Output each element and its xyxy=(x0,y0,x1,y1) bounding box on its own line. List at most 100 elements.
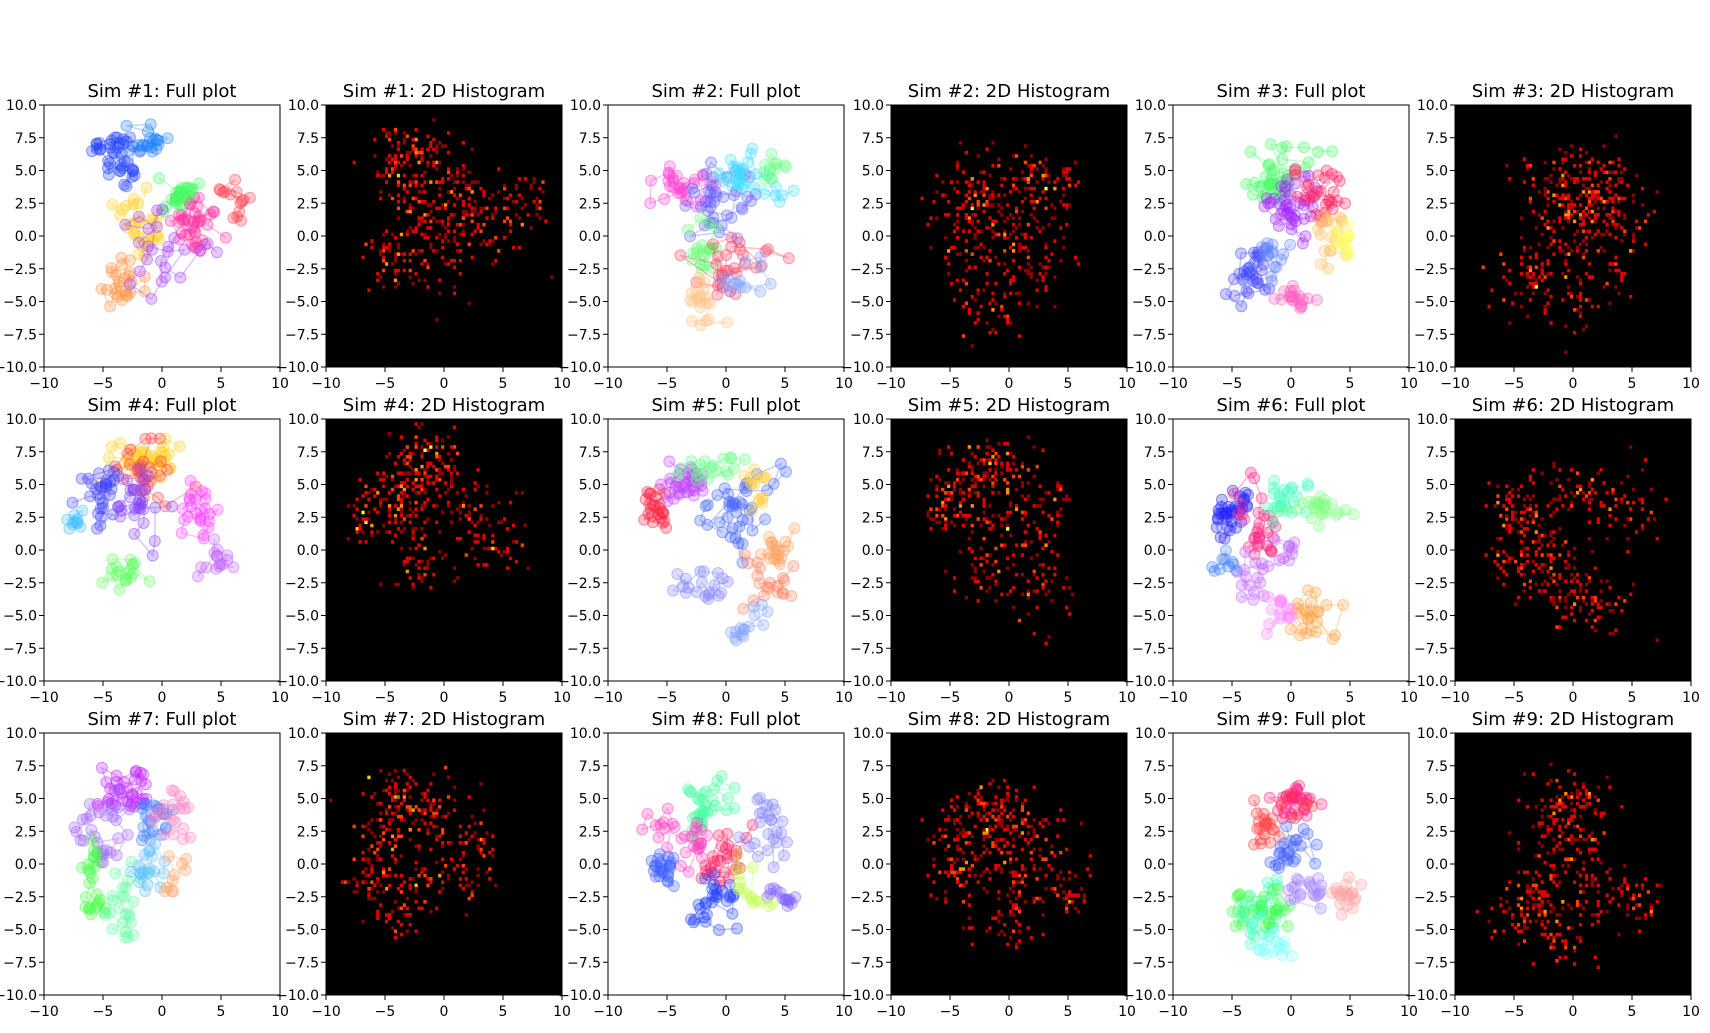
hist-bin xyxy=(1044,173,1048,178)
hist-bin xyxy=(399,491,403,495)
walk-point xyxy=(1246,268,1259,281)
hist-bin xyxy=(1011,222,1016,227)
hist-bin xyxy=(385,157,389,161)
walk-point xyxy=(160,808,173,821)
hist-bin xyxy=(1003,193,1007,197)
hist-bin xyxy=(1540,553,1544,557)
hist-bin xyxy=(1608,190,1612,194)
hist-bin xyxy=(1029,556,1033,561)
walk-point xyxy=(1304,611,1317,624)
hist-bin xyxy=(387,507,392,511)
walk-point xyxy=(738,887,751,900)
hist-bin xyxy=(1020,880,1025,884)
hist-bin xyxy=(1578,222,1583,227)
hist-bin xyxy=(408,275,412,279)
hist-bin xyxy=(932,880,936,884)
hist-bin xyxy=(1000,867,1004,871)
hist-bin xyxy=(979,229,983,234)
hist-bin xyxy=(1528,477,1532,482)
walk-point xyxy=(112,801,125,814)
walk-point xyxy=(102,155,115,168)
hist-bin xyxy=(1567,252,1571,256)
hist-bin xyxy=(1519,566,1524,570)
hist-bin xyxy=(982,827,986,832)
y-tick-label: 10.0 xyxy=(6,98,37,114)
hist-bin xyxy=(396,582,401,587)
hist-bin xyxy=(458,272,462,276)
hist-bin xyxy=(967,831,971,835)
hist-bin xyxy=(1511,527,1515,531)
hist-bin xyxy=(970,451,974,456)
y-tick-label: 5.0 xyxy=(15,164,37,180)
walk-point xyxy=(707,171,720,184)
walk-point xyxy=(111,141,124,154)
hist-bin xyxy=(1637,497,1642,502)
hist-bin xyxy=(408,203,412,207)
hist-bin xyxy=(1634,530,1639,534)
walk-point xyxy=(146,549,159,562)
hist-bin xyxy=(393,533,398,538)
walk-point xyxy=(1243,579,1256,592)
hist-bin xyxy=(503,206,507,211)
hist-bin xyxy=(1020,461,1025,466)
walk-point xyxy=(1264,543,1277,556)
walk-point xyxy=(143,845,156,858)
hist-bin xyxy=(1003,219,1007,224)
hist-bin xyxy=(950,281,954,286)
walk-point xyxy=(158,828,170,841)
hist-bin xyxy=(367,896,371,901)
hist-bin xyxy=(438,278,442,283)
hist-bin xyxy=(1599,196,1603,201)
hist-bin xyxy=(1578,484,1583,489)
walk-point xyxy=(677,177,690,189)
hist-bin xyxy=(370,795,374,799)
hist-bin xyxy=(411,778,415,783)
hist-bin xyxy=(402,913,406,917)
hist-bin xyxy=(1543,589,1547,593)
hist-bin xyxy=(387,160,392,165)
hist-bin xyxy=(1047,821,1051,825)
hist-bin xyxy=(1534,504,1538,508)
walk-point xyxy=(696,851,708,864)
hist-bin xyxy=(1634,226,1639,230)
y-tick-label: −5.0 xyxy=(567,295,601,311)
walk-point xyxy=(1268,292,1281,305)
hist-bin xyxy=(541,180,545,184)
walk-point xyxy=(152,233,165,246)
hist-bin xyxy=(994,559,998,564)
hist-bin xyxy=(503,550,507,554)
hist-bin xyxy=(938,448,942,453)
walk-point xyxy=(1263,177,1276,190)
walk-point xyxy=(782,540,794,553)
x-tick-label: 5 xyxy=(1346,376,1355,392)
hist-bin xyxy=(1017,301,1022,306)
hist-bin xyxy=(497,249,501,253)
walk-point xyxy=(123,266,136,279)
walk-point xyxy=(762,547,775,560)
walk-point xyxy=(94,481,107,493)
walk-point xyxy=(707,216,719,229)
hist-bin xyxy=(947,272,951,276)
walk-point xyxy=(1268,501,1281,514)
walk-point xyxy=(693,275,706,288)
hist-bin xyxy=(396,906,401,911)
hist-bin xyxy=(1578,291,1583,296)
x-tick-label: −5 xyxy=(1222,376,1243,392)
hist-bin xyxy=(985,831,989,835)
hist-bin xyxy=(420,507,424,511)
walk-point xyxy=(184,500,197,513)
walk-point xyxy=(85,833,98,846)
hist-bin xyxy=(1065,173,1069,178)
hist-bin xyxy=(1496,550,1500,554)
walk-point xyxy=(709,179,722,192)
hist-bin xyxy=(1552,239,1556,243)
hist-bin xyxy=(955,163,960,168)
walk-point xyxy=(1274,595,1286,607)
hist-bin xyxy=(941,500,945,505)
walk-point xyxy=(1284,210,1297,223)
hist-bin xyxy=(1003,272,1007,276)
walk-point xyxy=(132,876,145,888)
hist-bin xyxy=(979,798,983,803)
y-tick-label: −10.0 xyxy=(1405,360,1448,376)
hist-bin xyxy=(1003,798,1007,803)
